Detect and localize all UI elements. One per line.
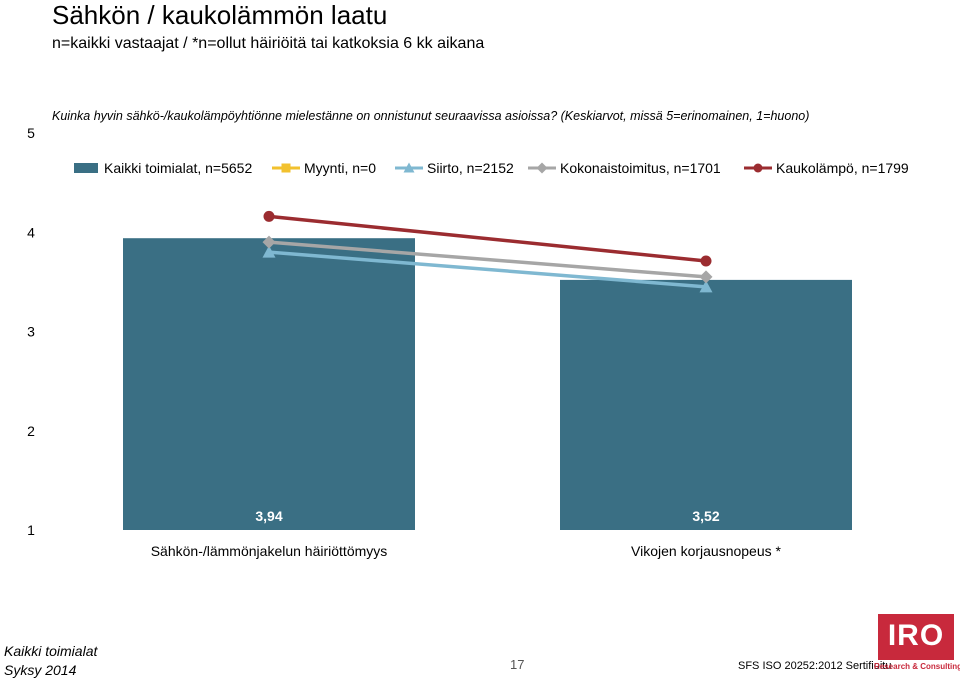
bar (123, 238, 415, 530)
footer-segment: Kaikki toimialat Syksy 2014 (4, 642, 97, 680)
y-tick-label: 4 (27, 224, 35, 240)
legend-label: Siirto, n=2152 (427, 160, 514, 176)
legend-label: Kokonaistoimitus, n=1701 (560, 160, 721, 176)
series-line (268, 250, 707, 289)
series-point (263, 210, 275, 222)
bar (560, 279, 852, 530)
certification-text: SFS ISO 20252:2012 Sertifioitu (738, 660, 892, 672)
series-point (700, 255, 712, 267)
page-title: Sähkön / kaukolämmön laatu (52, 0, 388, 30)
page-number: 17 (510, 657, 525, 672)
series-point (699, 270, 713, 284)
logo-subtext: Research & Consulting (874, 662, 960, 671)
iro-logo: IRO Research & Consulting (874, 614, 960, 676)
y-tick-label: 3 (27, 324, 35, 340)
legend-label: Kaukolämpö, n=1799 (776, 160, 909, 176)
legend-label: Kaikki toimialat, n=5652 (104, 160, 252, 176)
footer-segment-line2: Syksy 2014 (4, 662, 77, 678)
series-point (262, 245, 276, 258)
series-point (262, 235, 276, 249)
legend-marker (403, 162, 415, 173)
series-line (268, 240, 707, 279)
series-point (699, 280, 713, 293)
logo-text: IRO (887, 619, 945, 652)
y-tick-label: 5 (27, 125, 35, 141)
legend-label: Myynti, n=0 (304, 160, 376, 176)
footer-segment-line1: Kaikki toimialat (4, 643, 98, 659)
x-category-label: Sähkön-/lämmönjakelun häiriöttömyys (151, 543, 388, 559)
legend-marker (536, 162, 548, 174)
x-category-label: Vikojen korjausnopeus * (631, 543, 782, 559)
y-tick-label: 2 (27, 423, 35, 439)
page-subtitle: n=kaikki vastaajat / *n=ollut häiriöitä … (52, 35, 485, 52)
chart: 1 2 3 4 5 3,94 3,52 Sähkön-/lämmönjakelun häiri… (27, 125, 909, 559)
legend-marker (281, 163, 291, 173)
y-tick-label: 1 (27, 522, 35, 538)
series-line (268, 214, 707, 263)
question-text: Kuinka hyvin sähkö-/kaukolämpöyhtiönne m… (52, 109, 810, 123)
bar-data-label: 3,52 (692, 508, 719, 524)
bar-data-label: 3,94 (255, 508, 282, 524)
logo-box: IRO (878, 614, 954, 660)
legend-marker (753, 163, 763, 173)
legend-swatch (74, 163, 98, 173)
